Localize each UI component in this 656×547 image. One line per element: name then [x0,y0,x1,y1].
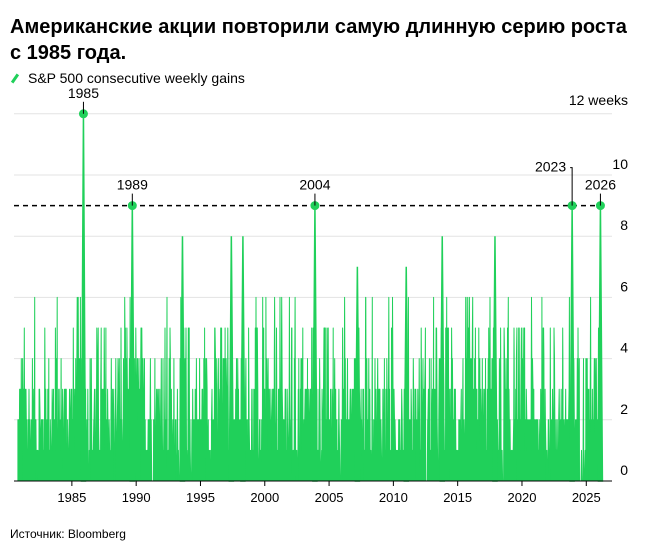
x-tick-label: 1985 [57,490,86,505]
y-tick-label: 6 [620,278,628,294]
data-area [17,113,604,482]
x-tick-label: 2025 [572,490,601,505]
spike-bar [312,205,318,482]
x-tick-label: 2015 [443,490,472,505]
spike-bar [569,205,575,482]
annotation-label: 1989 [117,177,148,193]
spike-bar [439,236,446,482]
annotations: 1985 1989 2004 2023 2026 [68,85,616,211]
y-unit-label: 12 weeks [569,92,628,108]
legend-label: S&P 500 consecutive weekly gains [28,70,245,86]
spike-bar [354,266,361,482]
annotation-leader [570,167,573,206]
x-tick-labels: 1985 1990 1995 2000 2005 2010 2015 2020 2025 [14,480,612,505]
x-tick-label: 1990 [122,490,151,505]
x-tick-label: 2020 [508,490,537,505]
source-note: Источник: Bloomberg [10,527,126,541]
annotation-label: 2023 [535,159,566,175]
x-tick-label: 2000 [250,490,279,505]
chart-title: Американские акции повторили самую длинн… [10,16,627,64]
x-tick-label: 1995 [186,490,215,505]
x-tick-label: 2010 [379,490,408,505]
spike-bar [80,113,87,482]
spike-bar [179,236,186,482]
y-tick-label: 4 [620,340,628,356]
spike-bar [403,266,409,482]
annotation-label: 2004 [299,177,330,193]
y-tick-label: 8 [620,217,628,233]
annotation-label: 1985 [68,85,99,101]
weekly-gains-area [17,296,600,482]
spike-bar [240,236,246,482]
y-tick-label: 0 [620,462,628,478]
y-tick-labels: 0 2 4 6 8 10 12 weeks [569,92,628,478]
spike-bar [492,236,498,482]
y-tick-label: 10 [612,156,628,172]
y-tick-label: 2 [620,401,628,417]
legend: S&P 500 consecutive weekly gains [10,70,245,86]
spike-bar [129,205,136,482]
spike-bar [597,205,604,482]
x-tick-label: 2005 [315,490,344,505]
spike-bar [228,236,235,482]
annotation-label: 2026 [585,177,616,193]
